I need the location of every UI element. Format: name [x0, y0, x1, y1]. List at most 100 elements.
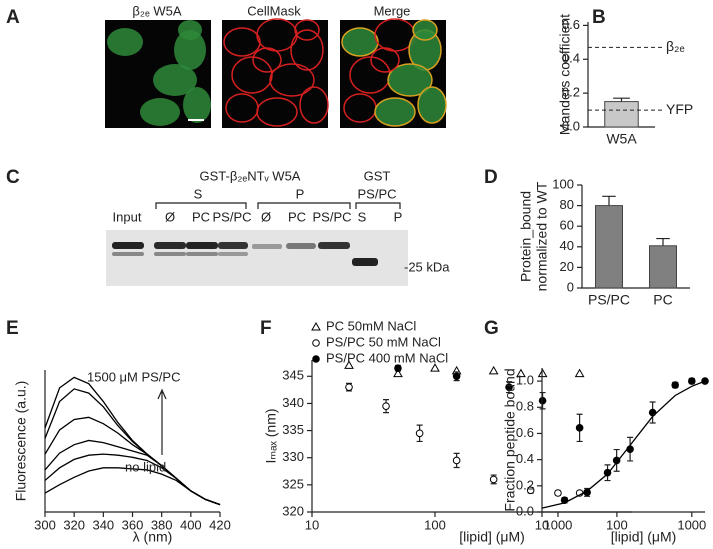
- panel-letter: C: [6, 167, 20, 188]
- legend-label: PS/PC 400 mM NaCl: [326, 350, 448, 365]
- y-tick-label: 0.2: [516, 477, 534, 492]
- lane-label: PC: [192, 209, 210, 224]
- point: [452, 456, 461, 465]
- annotation: 1500 μM PS/PC: [87, 369, 180, 384]
- cell: [342, 28, 378, 56]
- image-label: Merge: [374, 3, 411, 18]
- y-tick-label: 0.8: [516, 399, 534, 414]
- image-label: CellMask: [247, 3, 301, 18]
- lane-label: S: [358, 209, 367, 224]
- lane-brackets: [155, 202, 401, 209]
- x-tick-label: 380: [151, 517, 173, 532]
- point: [575, 424, 584, 432]
- lane-label: Ø: [261, 209, 271, 224]
- bar: [595, 205, 623, 289]
- membrane: [387, 63, 433, 97]
- point: [344, 360, 354, 369]
- lane-label: PS/PC: [312, 209, 351, 224]
- panel-letter: B: [592, 7, 606, 28]
- cell: [413, 20, 437, 40]
- x-tick-label: 1000: [677, 517, 706, 532]
- reference-label: β₂ₑ: [666, 38, 685, 54]
- cell: [178, 20, 202, 40]
- x-tick-label: 10: [305, 517, 319, 532]
- x-tick-label: 420: [209, 517, 231, 532]
- membrane: [374, 97, 416, 127]
- y-axis-label: Fluorescence (a.u.): [13, 381, 29, 502]
- point: [430, 363, 440, 372]
- membrane: [223, 27, 261, 57]
- cell: [409, 30, 441, 70]
- construct-label: GST-β₂ₑNTᵥ W5A: [200, 168, 301, 183]
- membrane: [294, 19, 320, 41]
- y-tick-label: 0.0: [516, 503, 534, 518]
- cell: [153, 64, 197, 96]
- control-lipid-label: PS/PC: [357, 186, 396, 201]
- cell: [375, 98, 415, 126]
- membrane: [417, 86, 447, 124]
- cell: [388, 64, 432, 96]
- point: [382, 402, 390, 410]
- lane-label: PC: [288, 209, 306, 224]
- point: [415, 429, 424, 438]
- y-tick-label: 345: [282, 368, 304, 383]
- cell: [174, 30, 206, 70]
- panel-letter: F: [260, 318, 272, 339]
- cell: [140, 98, 180, 126]
- axes: [541, 368, 705, 513]
- point: [505, 383, 513, 391]
- y-tick-label: 0.6: [516, 425, 534, 440]
- error-bar: [613, 97, 630, 102]
- x-axis-label: λ (nm): [133, 529, 173, 545]
- membrane: [341, 27, 379, 57]
- point: [688, 377, 696, 385]
- point: [671, 381, 679, 389]
- y-tick-label: 0.6: [562, 17, 580, 32]
- x-tick-label: 10: [535, 517, 549, 532]
- membrane: [412, 19, 438, 41]
- micrograph: [222, 20, 328, 128]
- point: [488, 365, 499, 375]
- y-axis-label: Manders coefficient: [557, 14, 573, 135]
- y-tick-label: 1.0: [516, 373, 534, 388]
- x-tick-label: 400: [180, 517, 202, 532]
- bar: [604, 101, 639, 128]
- x-tick-label: 340: [92, 517, 114, 532]
- annotation: no lipid: [125, 459, 166, 474]
- membrane: [370, 47, 400, 73]
- membrane: [256, 97, 298, 127]
- y-tick-label: 0.4: [562, 51, 580, 66]
- membrane: [269, 63, 315, 97]
- x-tick-label: 1000: [543, 517, 572, 532]
- bar: [649, 245, 677, 289]
- y-tick-label: 320: [282, 503, 304, 518]
- lane-label: Input: [113, 209, 142, 224]
- point: [452, 372, 461, 381]
- legend-marker: [311, 321, 321, 331]
- x-tick-label: PC: [653, 292, 672, 308]
- gel-image: [106, 230, 408, 286]
- y-tick-label: 335: [282, 422, 304, 437]
- error-bar: [656, 237, 670, 246]
- panel-letter: E: [6, 318, 19, 339]
- y-tick-label: 0.4: [516, 451, 534, 466]
- spectrum-line: [44, 467, 221, 506]
- lane-label: Ø: [165, 209, 175, 224]
- membrane: [252, 47, 282, 73]
- y-tick-label: 20: [560, 259, 574, 274]
- group-label: P: [296, 186, 305, 201]
- lane-label: P: [394, 209, 403, 224]
- legend-label: PS/PC 50 mM NaCl: [326, 334, 441, 349]
- cell: [418, 87, 446, 123]
- reference-label: YFP: [666, 101, 693, 117]
- x-axis-label: [lipid] (μM): [611, 529, 677, 545]
- y-tick-label: 330: [282, 449, 304, 464]
- point: [516, 368, 526, 378]
- x-tick-label: 100: [606, 517, 628, 532]
- point: [394, 364, 402, 372]
- x-tick-label: 360: [122, 517, 144, 532]
- membrane: [299, 86, 329, 124]
- x-tick-label: 300: [34, 517, 56, 532]
- cell: [107, 28, 143, 56]
- arrow: [157, 388, 167, 455]
